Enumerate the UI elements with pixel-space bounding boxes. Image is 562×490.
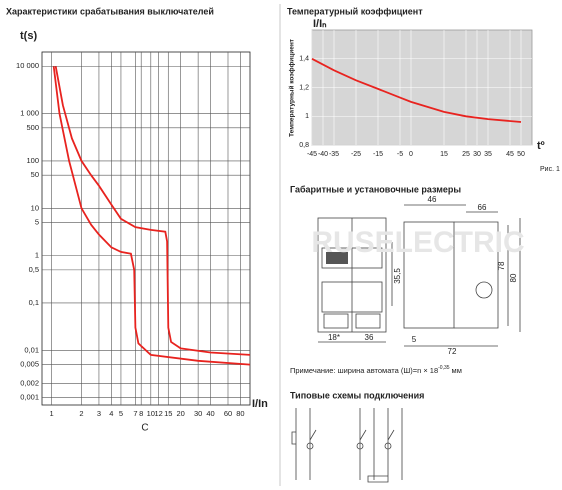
y-tick-label: 0,5 [29, 265, 39, 274]
y-tick-label: 1 [35, 251, 39, 260]
x-axis-label: I/In [252, 398, 268, 410]
y-tick-label: 1 000 [20, 109, 39, 118]
side-view [403, 204, 521, 347]
dimension-label: 35,5 [393, 268, 402, 284]
y-tick-label: 1 [305, 113, 309, 120]
y-tick-label: 1,4 [299, 56, 309, 63]
x-tick-label: -5 [397, 151, 403, 158]
x-tick-label: 1 [50, 409, 54, 418]
x-tick-label: 80 [236, 409, 244, 418]
x-tick-label: 8 [139, 409, 143, 418]
y-axis-label: I/Iₙ [313, 18, 327, 30]
y-tick-label: 10 000 [16, 61, 39, 70]
x-tick-label: 7 [133, 409, 137, 418]
y-axis-title: Температурный коэффициент [288, 39, 296, 137]
note: Примечание: ширина автомата (Ш)=n × 18-0… [290, 365, 462, 375]
x-tick-label: 3 [97, 409, 101, 418]
wiring-diagrams [291, 408, 403, 483]
x-tick-label: 20 [176, 409, 184, 418]
x-axis-label: tº [537, 140, 545, 152]
chart-title: Характеристики срабатывания выключателей [6, 6, 214, 16]
x-tick-label: 60 [224, 409, 232, 418]
y-tick-label: 100 [26, 156, 39, 165]
x-tick-label: -45 [307, 151, 317, 158]
dimension-label: 72 [448, 347, 457, 356]
y-tick-label: 0,002 [20, 378, 39, 387]
x-tick-label: 4 [109, 409, 113, 418]
x-tick-label: -15 [373, 151, 383, 158]
x-tick-label: 35 [484, 151, 492, 158]
y-axis-label: t(s) [20, 30, 37, 42]
curve-label: C [141, 423, 148, 434]
watermark: RUSELECTRIC [311, 226, 524, 259]
x-tick-label: 30 [473, 151, 481, 158]
x-tick-label: 25 [462, 151, 470, 158]
x-tick-label: 15 [440, 151, 448, 158]
x-tick-label: 30 [194, 409, 202, 418]
dimension-label: 46 [428, 195, 437, 204]
curve [52, 66, 251, 366]
x-tick-label: -40 [318, 151, 328, 158]
dimension-label: 80 [509, 273, 518, 282]
x-tick-label: 45 [506, 151, 514, 158]
y-tick-label: 0,01 [24, 345, 39, 354]
curve [311, 58, 522, 123]
y-tick-label: 5 [35, 218, 39, 227]
x-tick-label: 5 [119, 409, 123, 418]
dimension-label: 18* [328, 333, 340, 342]
x-tick-label: 12 [154, 409, 162, 418]
x-tick-label: 0 [409, 151, 413, 158]
y-tick-label: 0,8 [299, 142, 309, 149]
y-tick-label: 10 [31, 203, 39, 212]
section-title: Типовые схемы подключения [290, 390, 424, 400]
x-tick-label: 2 [79, 409, 83, 418]
x-tick-label: -35 [329, 151, 339, 158]
dimension-label: 66 [478, 203, 487, 212]
x-tick-label: 10 [147, 409, 155, 418]
section-title: Габаритные и установочные размеры [290, 184, 461, 194]
chart-title: Температурный коэффициент [287, 6, 423, 16]
y-tick-label: 0,005 [20, 360, 39, 369]
y-tick-label: 0,001 [20, 393, 39, 402]
curve [54, 66, 251, 356]
x-tick-label: -25 [351, 151, 361, 158]
dimension-label: 5 [412, 335, 417, 344]
x-tick-label: 40 [206, 409, 214, 418]
dimension-label: 78 [497, 261, 506, 270]
y-tick-label: 500 [26, 123, 39, 132]
x-tick-label: 50 [517, 151, 525, 158]
y-tick-label: 0,1 [29, 298, 39, 307]
x-tick-label: 15 [164, 409, 172, 418]
dimension-label: 36 [365, 333, 374, 342]
figure-note: Рис. 1 [540, 166, 560, 173]
y-tick-label: 1,2 [299, 84, 309, 91]
y-tick-label: 50 [31, 170, 39, 179]
front-view [317, 217, 393, 343]
